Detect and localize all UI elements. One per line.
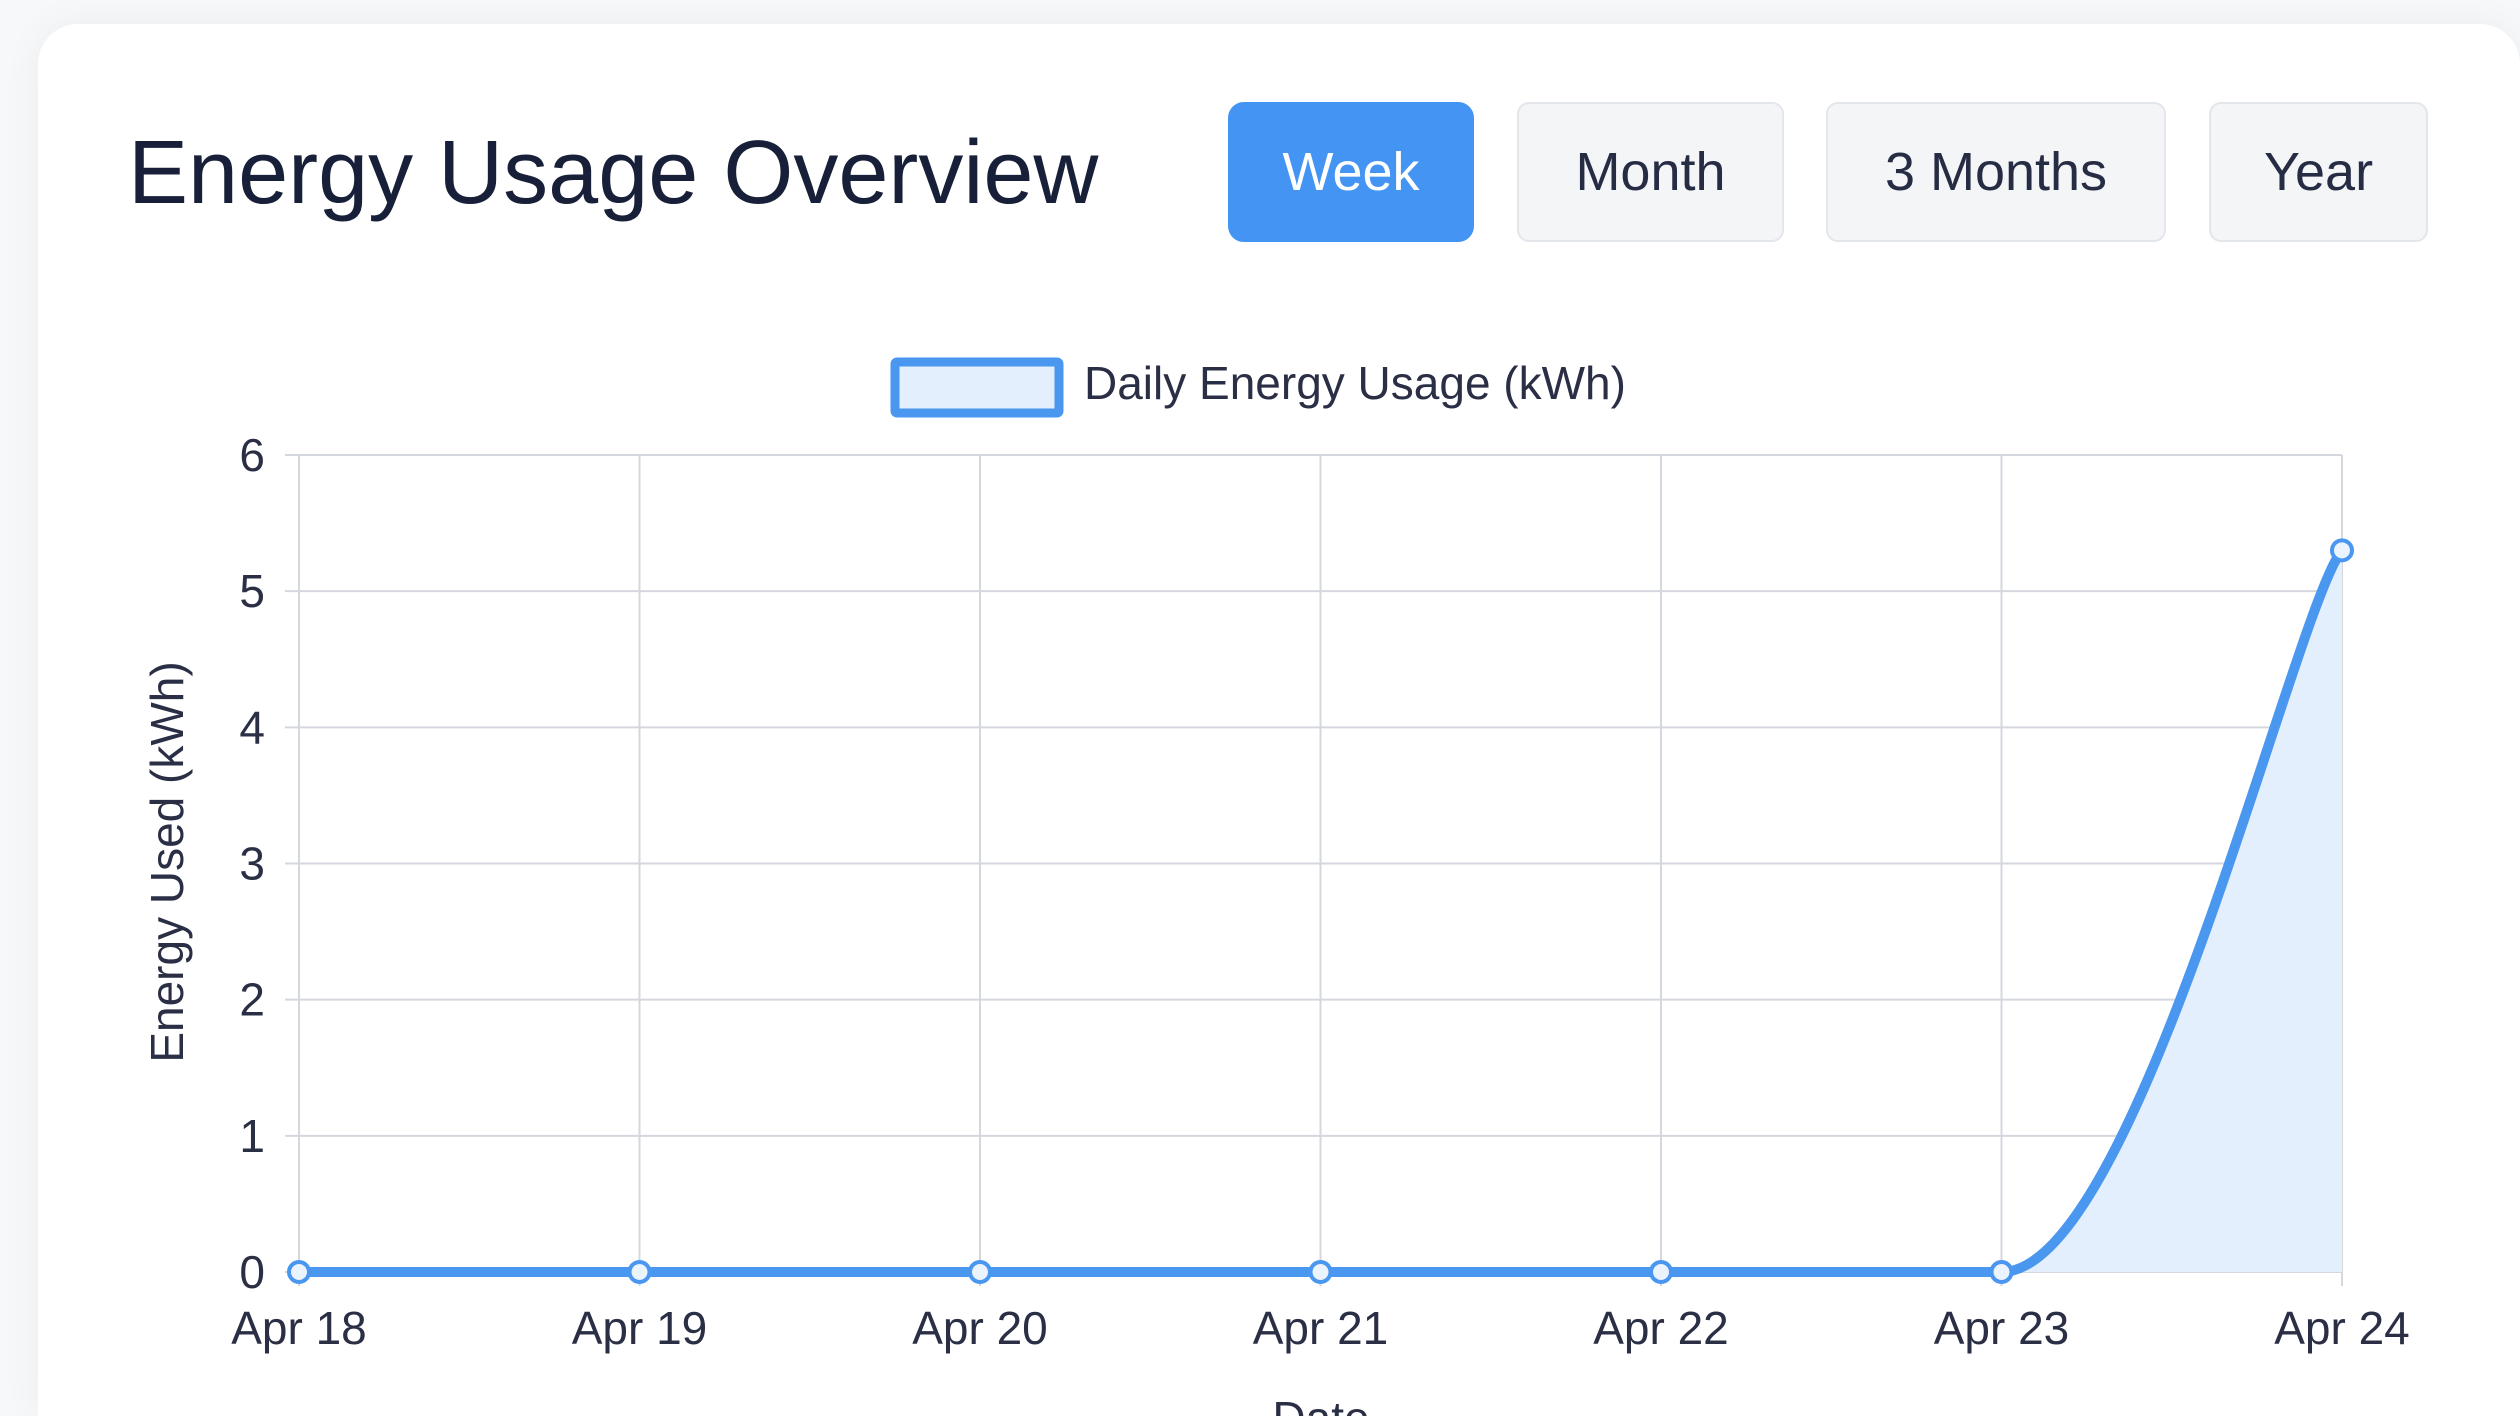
data-point[interactable] [287, 1260, 311, 1284]
week-range-button[interactable]: Week [1228, 102, 1474, 242]
data-point[interactable] [1649, 1260, 1673, 1284]
chart-legend[interactable]: Daily Energy Usage (kWh) [890, 357, 1626, 418]
x-tick-label: Apr 23 [1934, 1302, 2070, 1354]
legend-label[interactable]: Daily Energy Usage (kWh) [1084, 357, 1626, 409]
x-tick-label: Apr 24 [2274, 1302, 2410, 1354]
y-axis-title: Energy Used (kWh) [141, 661, 193, 1062]
series-area-fill [299, 550, 2342, 1272]
y-tick-label: 3 [239, 838, 265, 890]
data-point[interactable] [2330, 538, 2354, 563]
y-tick-label: 2 [239, 974, 265, 1026]
x-tick-label: Apr 22 [1593, 1302, 1729, 1354]
x-tick-label: Apr 19 [572, 1302, 708, 1354]
chart-labels: 0 1 2 3 4 5 6 Apr 18 Apr 19 Apr 20 Apr 21 Apr 22 Apr… [231, 429, 2410, 1354]
y-tick-label: 6 [239, 429, 265, 481]
data-point[interactable] [1308, 1260, 1333, 1284]
chart-grid [285, 454, 2343, 1286]
y-tick-label: 0 [239, 1246, 265, 1298]
three-months-range-button[interactable]: 3 Months [1826, 102, 2166, 242]
y-tick-label: 4 [239, 701, 265, 753]
page-title: Energy Usage Overview [128, 123, 1099, 223]
month-range-button[interactable]: Month [1517, 102, 1784, 242]
y-tick-label: 5 [239, 565, 265, 617]
x-tick-label: Apr 18 [231, 1302, 367, 1354]
data-point[interactable] [1989, 1260, 2014, 1284]
data-point[interactable] [968, 1260, 992, 1284]
year-range-button[interactable]: Year [2209, 102, 2428, 242]
chart-series [287, 538, 2354, 1284]
x-tick-label: Apr 21 [1253, 1302, 1389, 1354]
legend-swatch[interactable] [890, 357, 1064, 418]
y-tick-label: 1 [239, 1110, 265, 1162]
data-point[interactable] [627, 1260, 652, 1284]
x-axis-title: Date [1272, 1392, 1369, 1416]
x-tick-label: Apr 20 [912, 1302, 1048, 1354]
